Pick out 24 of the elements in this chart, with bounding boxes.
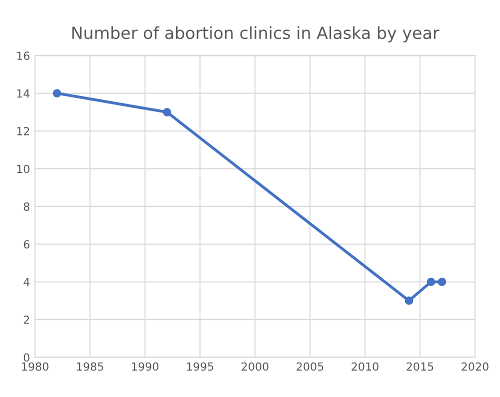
x-tick-label: 2010 (352, 362, 378, 371)
x-tick-label: 2020 (462, 362, 488, 371)
y-tick-label: 8 (24, 202, 30, 211)
point (52, 89, 62, 98)
chart-title: Number of abortion clinics in Alaska by year (72, 26, 440, 42)
x-tick-label: 1990 (132, 362, 158, 371)
x-tick-label: 1995 (187, 362, 214, 371)
y-tick-label: 4 (24, 278, 30, 286)
point (404, 296, 414, 305)
x-tick-label: 2015 (406, 362, 434, 371)
y-tick-label: 16 (17, 52, 30, 60)
x-tick-label: 1985 (77, 362, 104, 371)
point (162, 108, 172, 116)
y-tick-label: 14 (17, 89, 30, 98)
y-tick-label: 10 (17, 164, 30, 174)
x-tick-label: 1980 (22, 362, 48, 371)
point (426, 278, 436, 286)
x-tick-label: 2005 (296, 362, 324, 371)
point (438, 278, 446, 286)
y-tick-label: 2 (24, 316, 30, 324)
x-tick-label: 2000 (242, 362, 268, 371)
y-tick-label: 12 (17, 126, 30, 136)
y-tick-label: 6 (24, 240, 30, 249)
y-tick-label: 0 (24, 353, 30, 362)
